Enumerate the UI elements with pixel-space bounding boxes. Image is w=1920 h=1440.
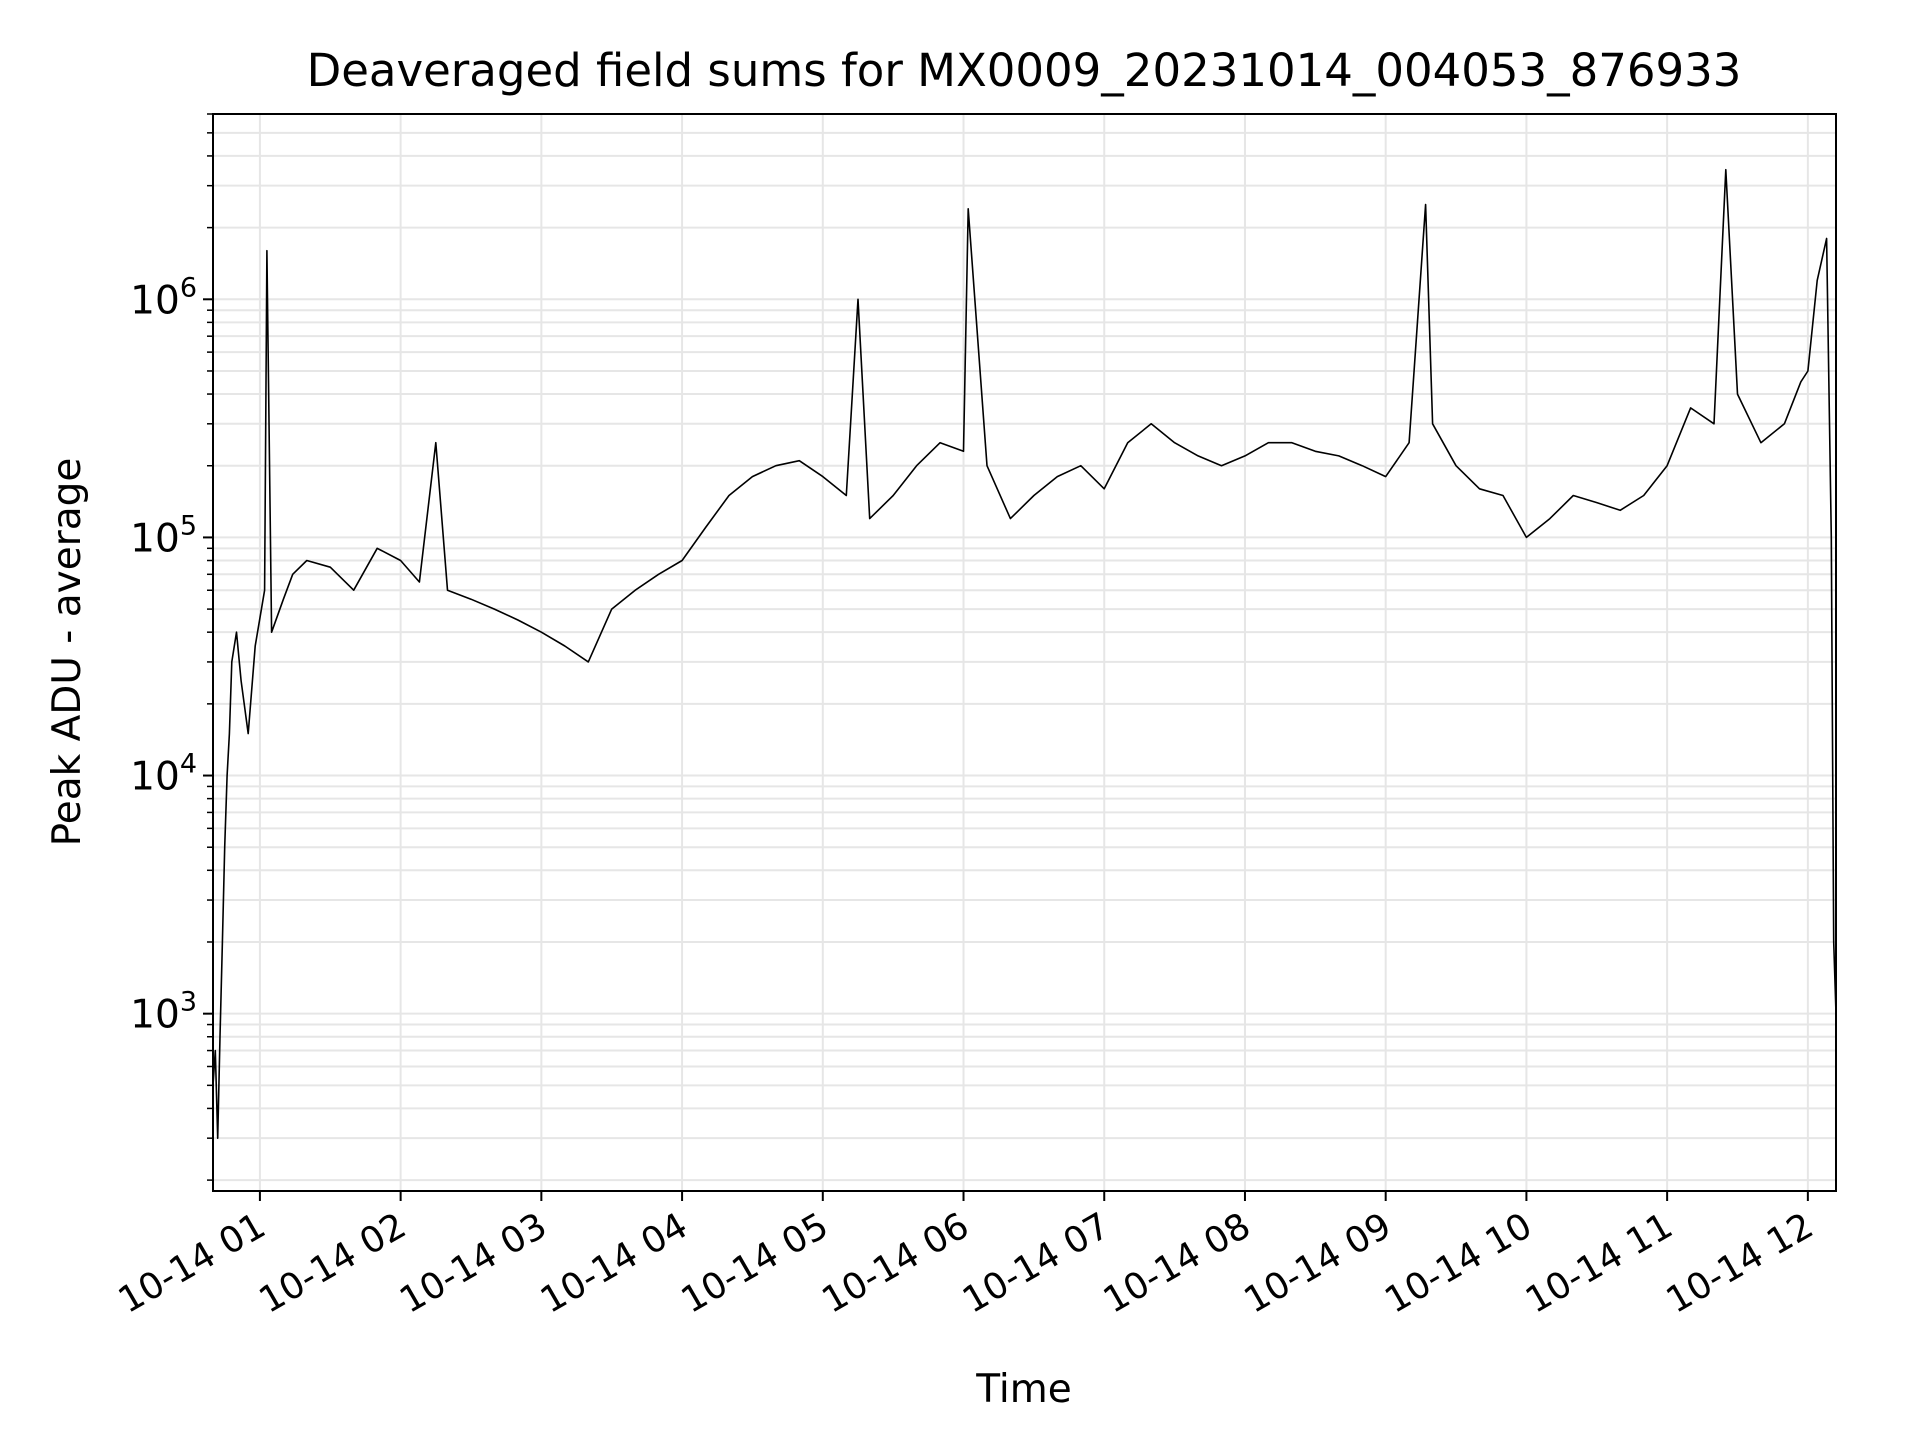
- grid: [213, 113, 1836, 1191]
- plot-frame: [212, 113, 1837, 1192]
- chart-title: Deaveraged field sums for MX0009_2023101…: [307, 44, 1742, 97]
- y-tick-label: 103: [130, 987, 197, 1038]
- y-tick-label: 106: [130, 272, 197, 323]
- y-axis: 103 104 105 106: [130, 113, 213, 1181]
- y-axis-label: Peak ADU - average: [45, 458, 90, 847]
- y-tick-label: 105: [130, 510, 197, 561]
- y-tick-label: 104: [130, 749, 197, 800]
- data-line-group: [212, 168, 1837, 1139]
- series-line: [212, 168, 1837, 1139]
- x-axis-label: Time: [975, 1367, 1071, 1412]
